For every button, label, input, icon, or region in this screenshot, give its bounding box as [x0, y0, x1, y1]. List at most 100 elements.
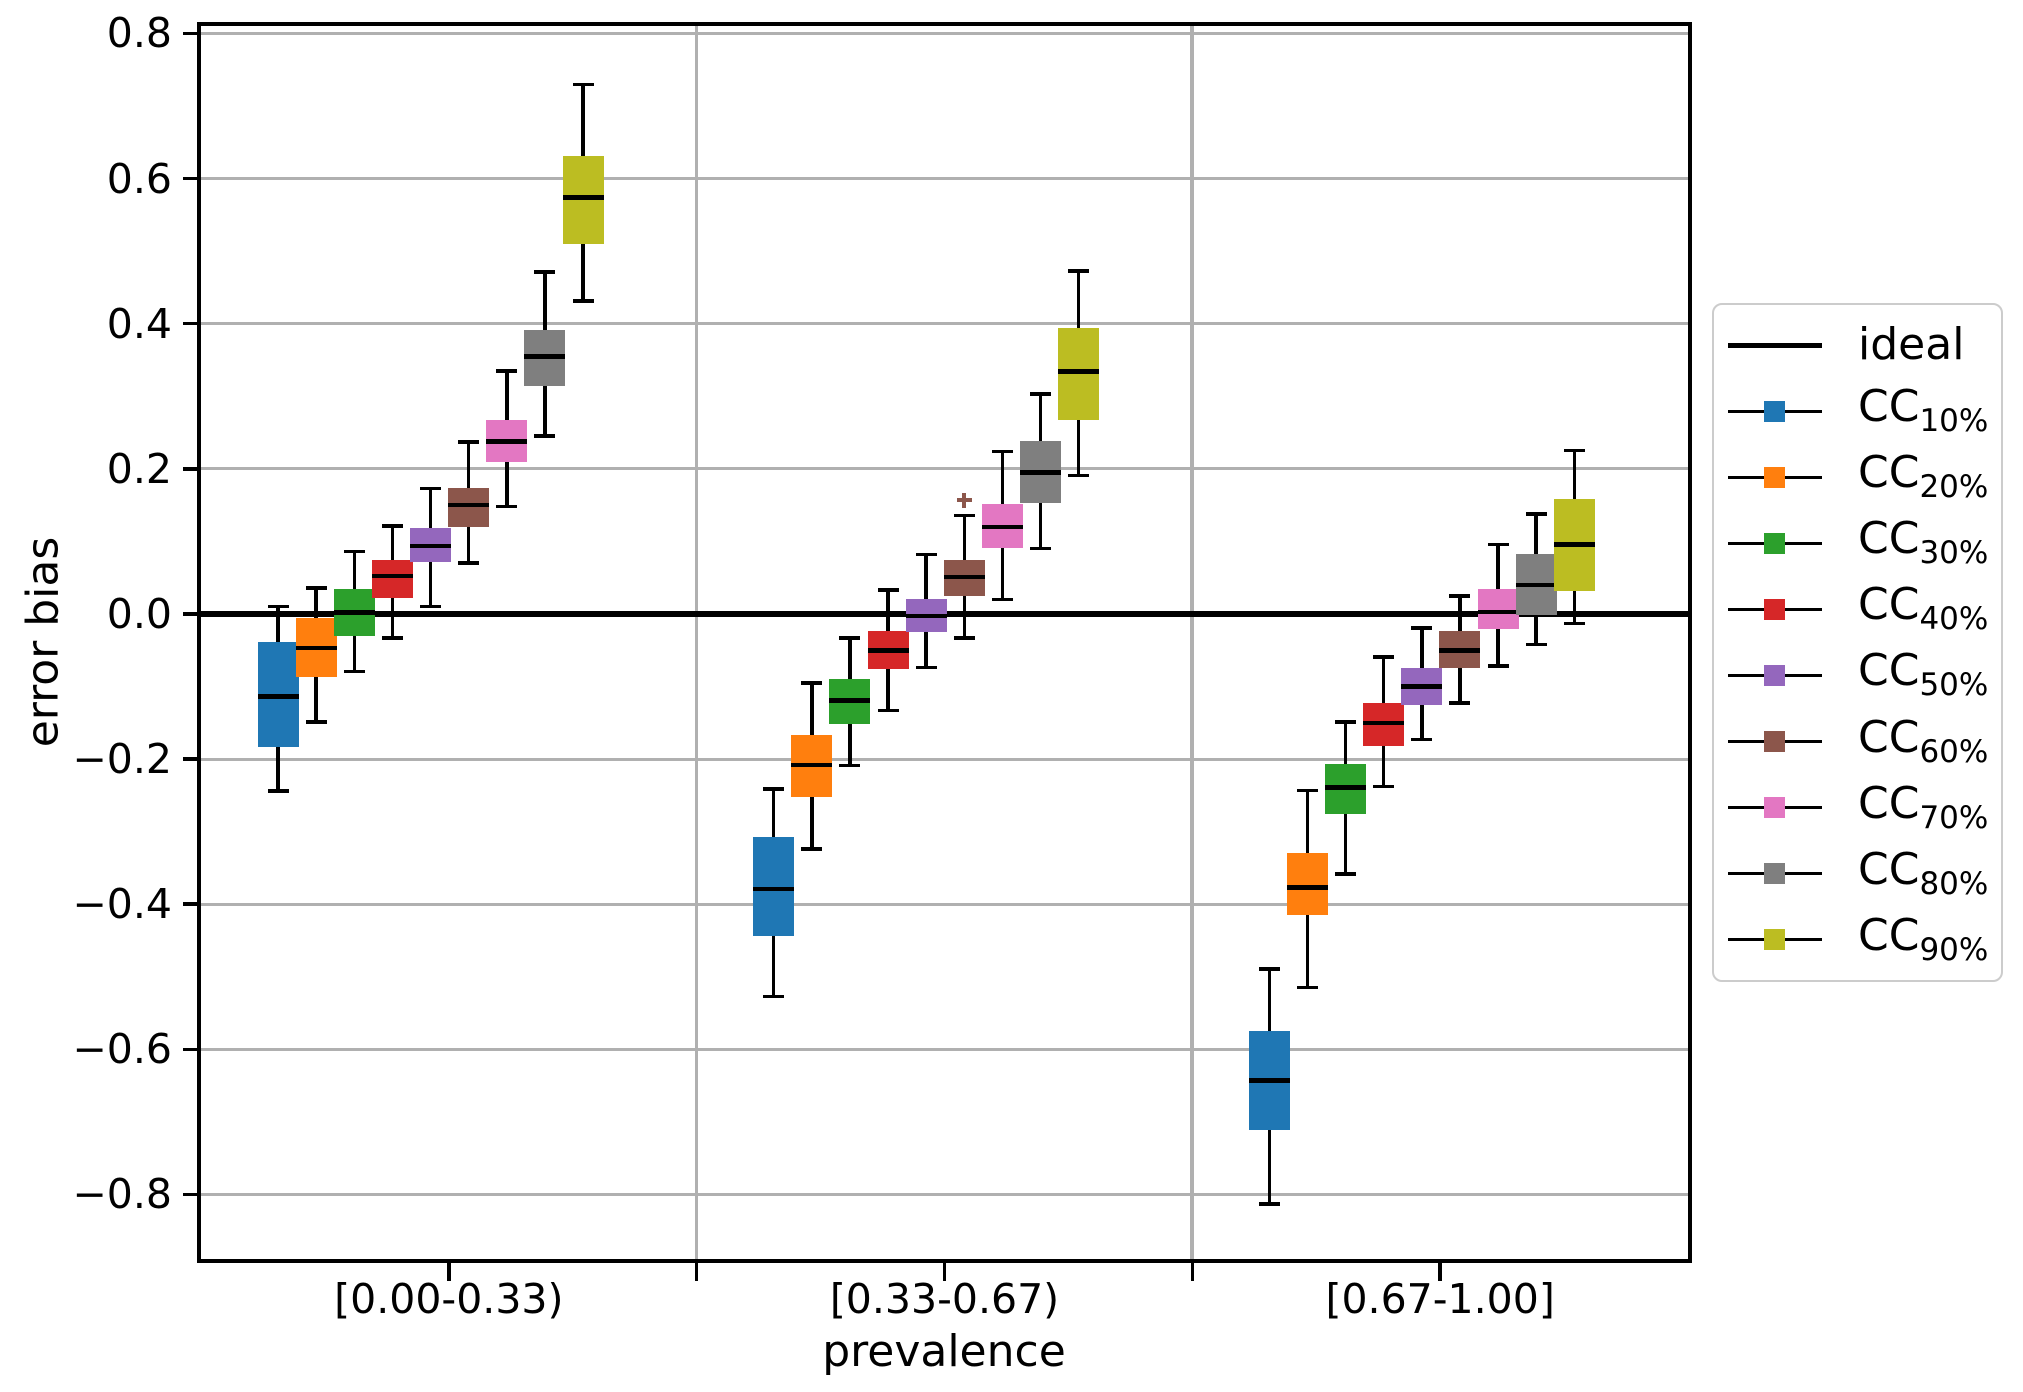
- legend-line-sample: [1728, 342, 1822, 348]
- x-tick: [942, 1263, 947, 1281]
- category-separator: [694, 26, 699, 1259]
- legend: ideal CC10% CC20% CC30% CC40% CC50% CC60% CC70%…: [1712, 303, 2003, 982]
- legend-color-swatch: [1764, 863, 1785, 885]
- legend-entry-cc30: CC30%: [1714, 511, 2001, 575]
- legend-entry-label: ideal: [1858, 319, 1965, 371]
- legend-entry-cc90: CC90%: [1714, 908, 2001, 972]
- y-axis-label: error bias: [17, 536, 69, 748]
- whisker-cap-high-cc40-group1: [381, 524, 403, 528]
- legend-entry-cc50: CC50%: [1714, 643, 2001, 707]
- median-line-cc30-group1: [333, 610, 375, 615]
- legend-entry-cc10: CC10%: [1714, 379, 2001, 443]
- y-tick: [183, 321, 201, 326]
- legend-entry-label: CC60%: [1858, 711, 1989, 770]
- median-line-cc70-group2: [981, 524, 1023, 530]
- legend-entry-ideal: ideal: [1714, 313, 2001, 377]
- legend-box-marker-icon: [1728, 466, 1822, 488]
- median-line-cc80-group2: [1020, 470, 1062, 475]
- legend-entry-label: CC30%: [1858, 513, 1989, 572]
- median-line-cc30-group3: [1325, 785, 1367, 790]
- whisker-cap-low-cc90-group1: [572, 299, 594, 303]
- whisker-cap-high-cc90-group3: [1563, 448, 1585, 453]
- gridline: [201, 757, 1688, 761]
- whisker-cap-high-cc80-group3: [1525, 512, 1547, 516]
- median-line-cc70-group1: [486, 439, 528, 444]
- legend-color-swatch: [1764, 598, 1785, 620]
- legend-entry-label: CC80%: [1858, 843, 1989, 902]
- whisker-cap-high-cc90-group1: [572, 82, 594, 87]
- whisker-cap-high-cc90-group2: [1068, 269, 1090, 273]
- y-tick-label: −0.8: [72, 1170, 172, 1219]
- y-tick: [183, 757, 201, 761]
- whisker-cap-high-cc60-group2: [953, 513, 975, 518]
- whisker-cap-high-cc70-group2: [991, 449, 1013, 454]
- gridline: [201, 322, 1688, 326]
- whisker-cap-high-cc40-group2: [877, 588, 899, 592]
- y-tick: [183, 467, 201, 471]
- median-line-cc60-group2: [943, 574, 985, 580]
- whisker-cap-low-cc40-group3: [1373, 784, 1395, 789]
- median-line-cc20-group3: [1286, 885, 1328, 890]
- legend-box-marker-icon: [1728, 532, 1822, 554]
- whisker-cap-low-cc70-group2: [991, 597, 1013, 602]
- plot-area: [197, 22, 1692, 1263]
- median-line-cc20-group2: [791, 762, 833, 768]
- legend-box-marker-icon: [1728, 664, 1822, 686]
- whisker-cap-high-cc70-group3: [1487, 542, 1509, 547]
- legend-box-marker-icon: [1728, 929, 1822, 951]
- median-line-cc40-group1: [371, 573, 413, 579]
- whisker-cap-high-cc30-group3: [1335, 720, 1357, 724]
- whisker-cap-low-cc50-group1: [420, 604, 442, 609]
- box-cc90-group1: [562, 156, 604, 244]
- y-tick-label: 0.0: [106, 589, 172, 638]
- legend-entry-label: CC40%: [1858, 579, 1989, 638]
- whisker-cap-low-cc80-group1: [534, 434, 556, 438]
- median-line-cc20-group1: [295, 645, 337, 651]
- legend-line-icon: [1728, 335, 1822, 356]
- whisker-cap-high-cc70-group1: [496, 369, 518, 373]
- median-line-cc50-group2: [905, 613, 947, 619]
- box-cc20-group3: [1286, 853, 1328, 916]
- y-tick: [183, 902, 201, 906]
- y-tick: [183, 1192, 201, 1197]
- x-tick: [1438, 1263, 1442, 1281]
- whisker-cap-high-cc60-group1: [458, 440, 480, 444]
- whisker-cap-high-cc50-group3: [1411, 626, 1433, 630]
- whisker-cap-low-cc30-group1: [343, 669, 365, 674]
- whisker-cap-low-cc80-group2: [1030, 546, 1052, 551]
- whisker-cap-low-cc50-group3: [1411, 737, 1433, 742]
- gridline: [201, 902, 1688, 906]
- x-tick-label: [0.67-1.00]: [1325, 1275, 1555, 1323]
- x-tick-label: [0.33-0.67): [829, 1275, 1060, 1323]
- y-tick: [183, 612, 201, 616]
- gridline: [201, 31, 1688, 35]
- whisker-cap-high-cc30-group1: [343, 549, 365, 554]
- whisker-cap-high-cc30-group2: [839, 636, 861, 640]
- whisker-cap-high-cc10-group1: [267, 604, 289, 609]
- legend-box-marker-icon: [1728, 731, 1822, 753]
- whisker-cap-high-cc50-group2: [915, 552, 937, 557]
- whisker-cap-low-cc70-group3: [1487, 664, 1509, 668]
- whisker-cap-high-cc10-group3: [1258, 967, 1280, 971]
- y-tick: [183, 1047, 201, 1052]
- whisker-cap-low-cc20-group1: [305, 720, 327, 724]
- whisker-cap-low-cc20-group3: [1296, 985, 1318, 990]
- whisker-cap-low-cc40-group2: [877, 708, 899, 713]
- y-tick-label: −0.4: [72, 880, 172, 929]
- median-line-cc90-group2: [1058, 369, 1100, 374]
- median-line-cc80-group1: [524, 354, 566, 359]
- whisker-cap-low-cc10-group3: [1258, 1202, 1280, 1206]
- legend-entry-cc70: CC70%: [1714, 776, 2001, 840]
- whisker-cap-low-cc60-group2: [953, 636, 975, 640]
- legend-entry-label: CC50%: [1858, 645, 1989, 704]
- x-tick-boundary: [1190, 1263, 1195, 1281]
- median-line-cc80-group3: [1515, 582, 1557, 588]
- whisker-cap-high-cc50-group1: [420, 486, 442, 491]
- median-line-cc90-group1: [562, 195, 604, 200]
- whisker-cap-low-cc10-group1: [267, 789, 289, 793]
- median-line-cc10-group1: [257, 694, 299, 699]
- y-tick-label: 0.8: [106, 9, 172, 58]
- median-line-cc10-group3: [1248, 1078, 1290, 1083]
- whisker-cap-high-cc40-group3: [1373, 655, 1395, 659]
- median-line-cc50-group3: [1401, 684, 1443, 689]
